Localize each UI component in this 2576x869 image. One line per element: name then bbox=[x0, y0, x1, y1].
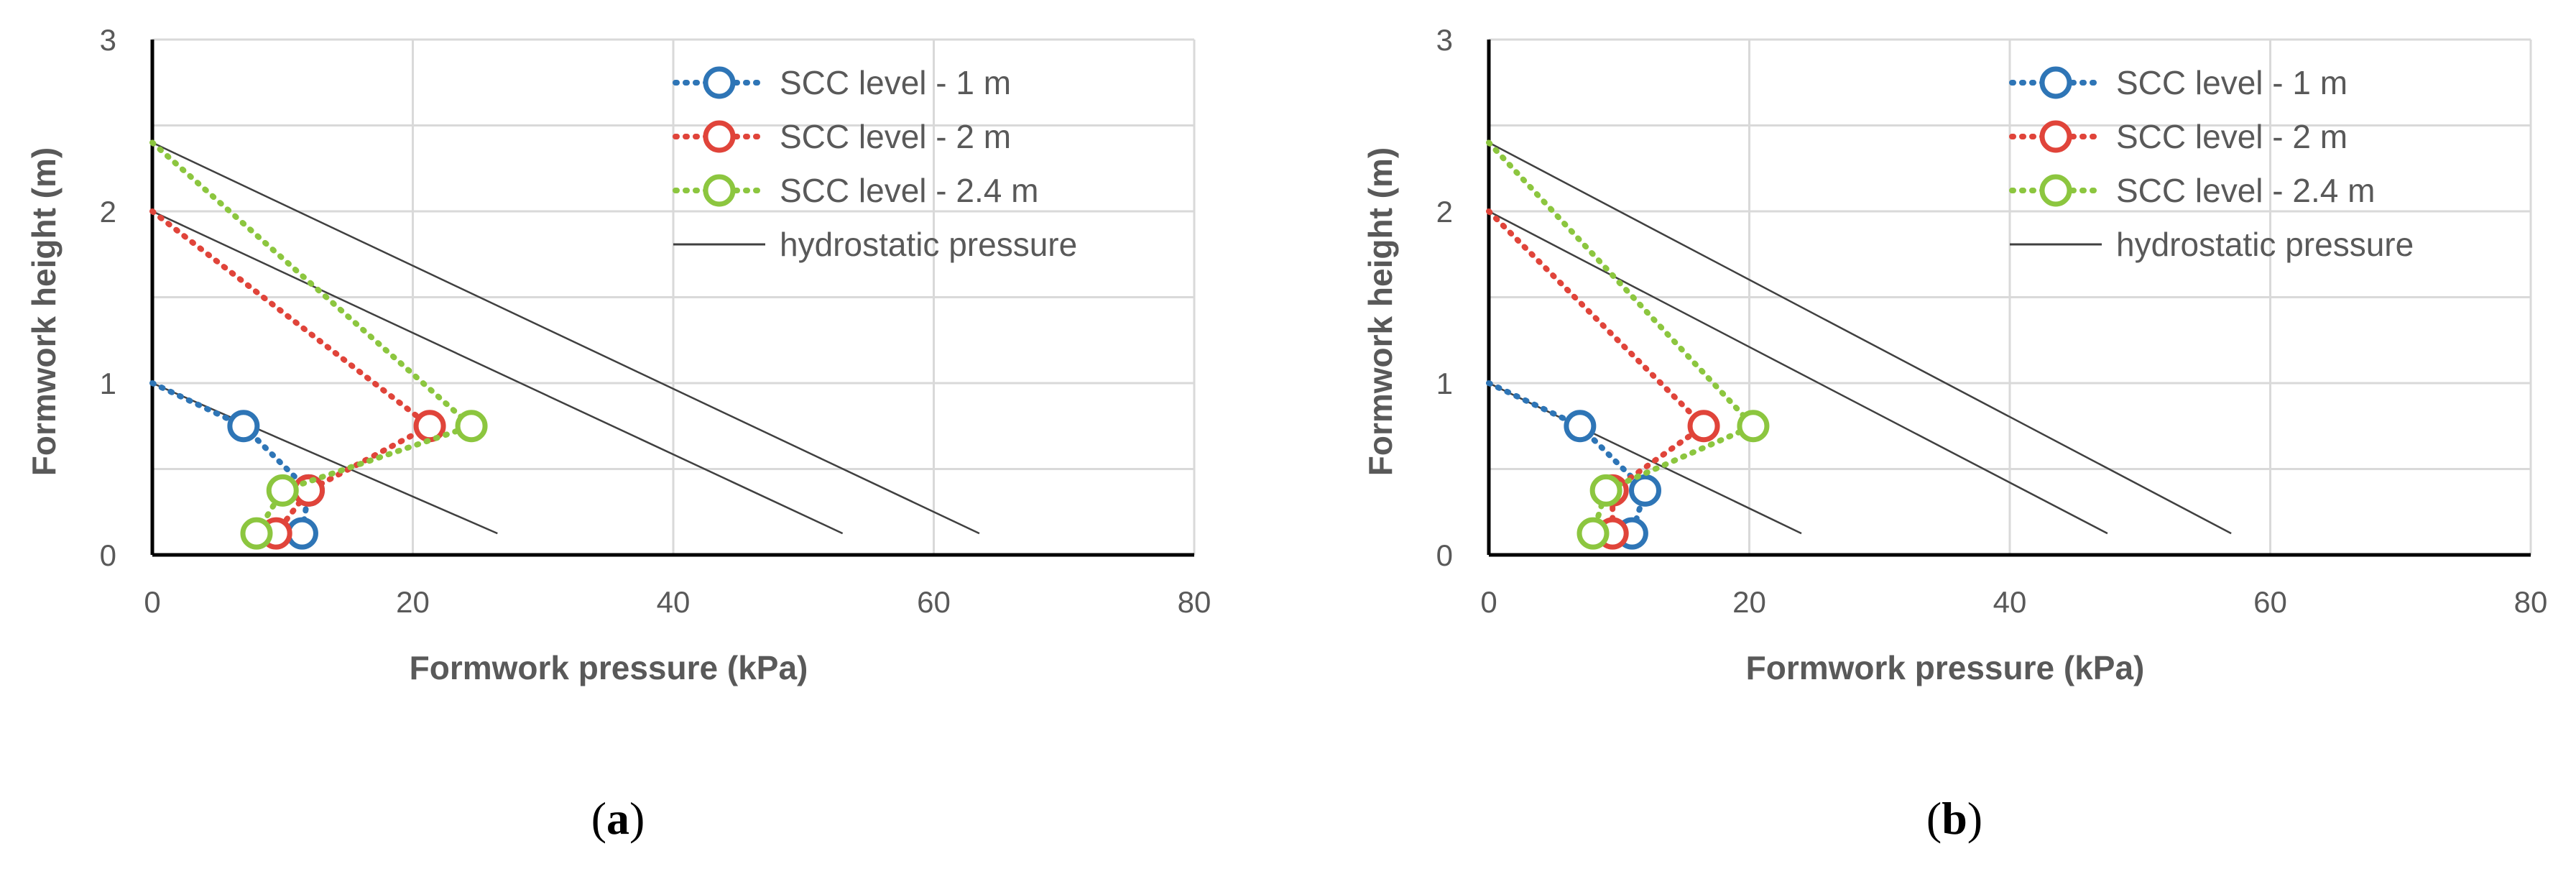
legend-label: SCC level - 2.4 m bbox=[2116, 172, 2375, 209]
x-tick-label: 0 bbox=[144, 585, 160, 619]
series-line-3 bbox=[1486, 139, 1758, 537]
legend-swatch-marker bbox=[2039, 174, 2072, 207]
y-tick-label: 0 bbox=[1436, 538, 1453, 572]
series-line-2 bbox=[149, 208, 435, 537]
legend-swatch-marker bbox=[2039, 66, 2072, 99]
y-tick-label: 1 bbox=[1436, 367, 1453, 400]
x-axis-title: Formwork pressure (kPa) bbox=[410, 649, 808, 686]
x-tick-label: 40 bbox=[657, 585, 691, 619]
data-point bbox=[292, 474, 325, 507]
legend-label: hydrostatic pressure bbox=[780, 226, 1077, 263]
y-tick-label: 3 bbox=[100, 23, 116, 57]
legend: SCC level - 1 m SCC level - 2 m SCC level … bbox=[673, 64, 1077, 263]
caption-b: (b) bbox=[1926, 793, 1982, 844]
chart-panel-b: 0 20 40 60 80 0 1 2 3 Formwork pressure (kPa) Form… bbox=[1362, 23, 2547, 686]
series-line-1 bbox=[149, 380, 312, 537]
data-point bbox=[1737, 410, 1770, 443]
legend-label: SCC level - 1 m bbox=[780, 64, 1011, 101]
x-tick-label: 20 bbox=[1732, 585, 1766, 619]
x-tick-label: 40 bbox=[1993, 585, 2027, 619]
data-point bbox=[1576, 517, 1610, 550]
data-point bbox=[227, 410, 260, 443]
data-point bbox=[1589, 474, 1622, 507]
chart-panel-a: 0 20 40 60 80 0 1 2 3 Formwork pressure (kPa) Form… bbox=[25, 23, 1211, 686]
legend: SCC level - 1 m SCC level - 2 m SCC level … bbox=[2009, 64, 2414, 263]
y-axis-title: Formwork height (m) bbox=[25, 147, 63, 476]
x-tick-label: 80 bbox=[1178, 585, 1211, 619]
caption-a-letter: a bbox=[606, 793, 629, 844]
data-point bbox=[1687, 410, 1720, 443]
x-tick-label: 80 bbox=[2514, 585, 2548, 619]
caption-a: (a) bbox=[591, 793, 645, 844]
legend-label: SCC level - 1 m bbox=[2116, 64, 2348, 101]
data-point bbox=[455, 410, 488, 443]
x-axis-title: Formwork pressure (kPa) bbox=[1746, 649, 2145, 686]
series-line-1 bbox=[1486, 380, 1649, 537]
y-tick-label: 2 bbox=[1436, 195, 1453, 229]
x-tick-label: 0 bbox=[1480, 585, 1497, 619]
legend-swatch-marker bbox=[703, 66, 736, 99]
x-tick-label: 20 bbox=[396, 585, 430, 619]
legend-swatch-marker bbox=[703, 174, 736, 207]
x-tick-label: 60 bbox=[2253, 585, 2287, 619]
y-tick-label: 1 bbox=[100, 367, 116, 400]
legend-swatch-marker bbox=[2039, 120, 2072, 153]
hydrostatic-pressure-line bbox=[152, 142, 980, 535]
y-tick-label: 2 bbox=[100, 195, 116, 229]
data-point bbox=[285, 517, 318, 550]
hydrostatic-pressure-line bbox=[1488, 142, 2232, 535]
x-tick-label: 60 bbox=[917, 585, 951, 619]
legend-label: SCC level - 2.4 m bbox=[780, 172, 1038, 209]
hydrostatic-pressure-line bbox=[1488, 210, 2108, 535]
y-tick-label: 0 bbox=[100, 538, 116, 572]
series-line-3 bbox=[149, 139, 477, 537]
legend-label: hydrostatic pressure bbox=[2116, 226, 2414, 263]
legend-label: SCC level - 2 m bbox=[780, 118, 1011, 155]
data-point bbox=[1564, 410, 1597, 443]
hydrostatic-pressure-line bbox=[152, 210, 844, 535]
y-tick-label: 3 bbox=[1436, 23, 1453, 57]
data-point bbox=[1629, 474, 1661, 507]
series-line-2 bbox=[1486, 208, 1709, 537]
data-point bbox=[266, 474, 299, 507]
legend-label: SCC level - 2 m bbox=[2116, 118, 2348, 155]
caption-b-letter: b bbox=[1942, 793, 1967, 844]
y-axis-title: Formwork height (m) bbox=[1362, 147, 1399, 476]
legend-swatch-marker bbox=[703, 120, 736, 153]
data-point bbox=[240, 517, 273, 550]
